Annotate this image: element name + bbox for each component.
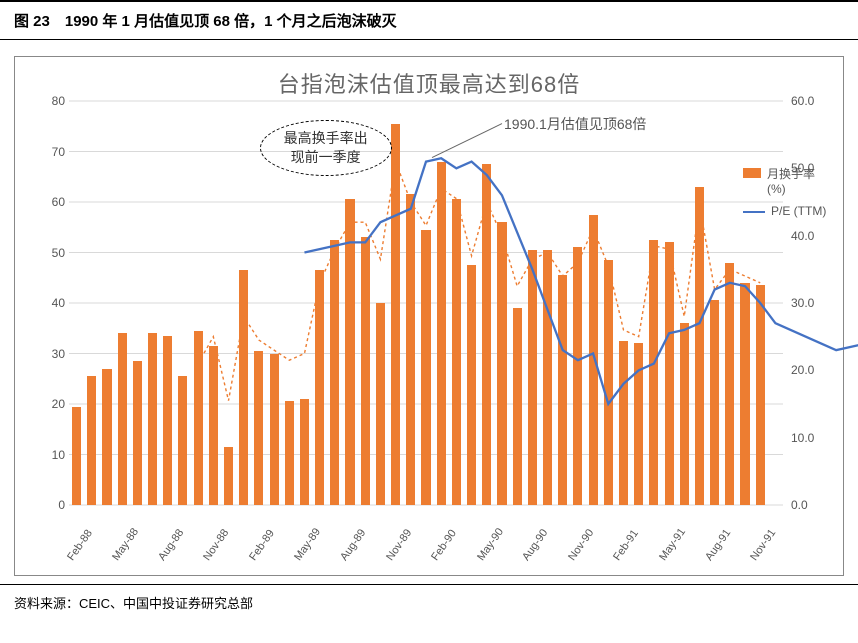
- legend-item-bar: 月换手率(%): [743, 165, 829, 196]
- figure-title: 图 23 1990 年 1 月估值见顶 68 倍，1 个月之后泡沫破灭: [0, 0, 858, 40]
- y-axis-left: 01020304050607080: [19, 101, 69, 505]
- legend-swatch-line: [743, 211, 765, 213]
- y-right-tick: 10.0: [791, 431, 837, 445]
- x-tick: Nov-90: [566, 527, 596, 563]
- y-left-tick: 40: [19, 296, 65, 310]
- plot-area: 最高换手率出 现前一季度 1990.1月估值见顶68倍: [69, 101, 783, 505]
- y-left-tick: 0: [19, 498, 65, 512]
- y-left-tick: 60: [19, 195, 65, 209]
- y-right-tick: 0.0: [791, 498, 837, 512]
- y-right-tick: 20.0: [791, 363, 837, 377]
- y-left-tick: 80: [19, 94, 65, 108]
- y-right-tick: 30.0: [791, 296, 837, 310]
- y-left-tick: 70: [19, 145, 65, 159]
- x-tick: Aug-89: [338, 527, 368, 563]
- x-tick: May-90: [475, 526, 506, 563]
- legend-swatch-bar: [743, 168, 761, 178]
- figure-container: 图 23 1990 年 1 月估值见顶 68 倍，1 个月之后泡沫破灭 台指泡沫…: [0, 0, 858, 612]
- legend-label-line: P/E (TTM): [771, 204, 826, 218]
- legend: 月换手率(%) P/E (TTM): [743, 165, 829, 226]
- annotation-leader: [69, 101, 783, 505]
- x-tick: Nov-88: [201, 527, 231, 563]
- x-tick: May-88: [110, 526, 141, 563]
- source-text: 资料来源：CEIC、中国中投证券研究总部: [0, 584, 858, 612]
- y-left-tick: 20: [19, 397, 65, 411]
- x-tick: Nov-91: [748, 527, 778, 563]
- x-tick: Nov-89: [384, 527, 414, 563]
- legend-item-line: P/E (TTM): [743, 204, 829, 218]
- y-left-tick: 10: [19, 448, 65, 462]
- chart-title: 台指泡沫估值顶最高达到68倍: [15, 67, 843, 99]
- y-right-tick: 60.0: [791, 94, 837, 108]
- x-tick: May-89: [293, 526, 324, 563]
- x-axis: Feb-88May-88Aug-88Nov-88Feb-89May-89Aug-…: [69, 509, 783, 571]
- legend-label-bar: 月换手率(%): [767, 165, 829, 196]
- x-tick: Feb-90: [429, 528, 459, 563]
- y-left-tick: 50: [19, 246, 65, 260]
- chart-outer: 台指泡沫估值顶最高达到68倍 0 10 20 30 40 50 60 70 80 0.0 10.0…: [0, 40, 858, 584]
- x-tick: Aug-88: [156, 527, 186, 563]
- x-tick: Aug-90: [520, 527, 550, 563]
- y-axis-right: 0.010.020.030.040.050.060.0: [787, 101, 837, 505]
- x-tick: Feb-91: [612, 528, 642, 563]
- x-tick: Aug-91: [703, 527, 733, 563]
- chart-box: 台指泡沫估值顶最高达到68倍 0 10 20 30 40 50 60 70 80 0.0 10.0…: [14, 56, 844, 576]
- y-left-tick: 30: [19, 347, 65, 361]
- x-tick: May-91: [657, 526, 688, 563]
- y-right-tick: 40.0: [791, 229, 837, 243]
- x-tick: Feb-89: [247, 528, 277, 563]
- x-tick: Feb-88: [65, 528, 95, 563]
